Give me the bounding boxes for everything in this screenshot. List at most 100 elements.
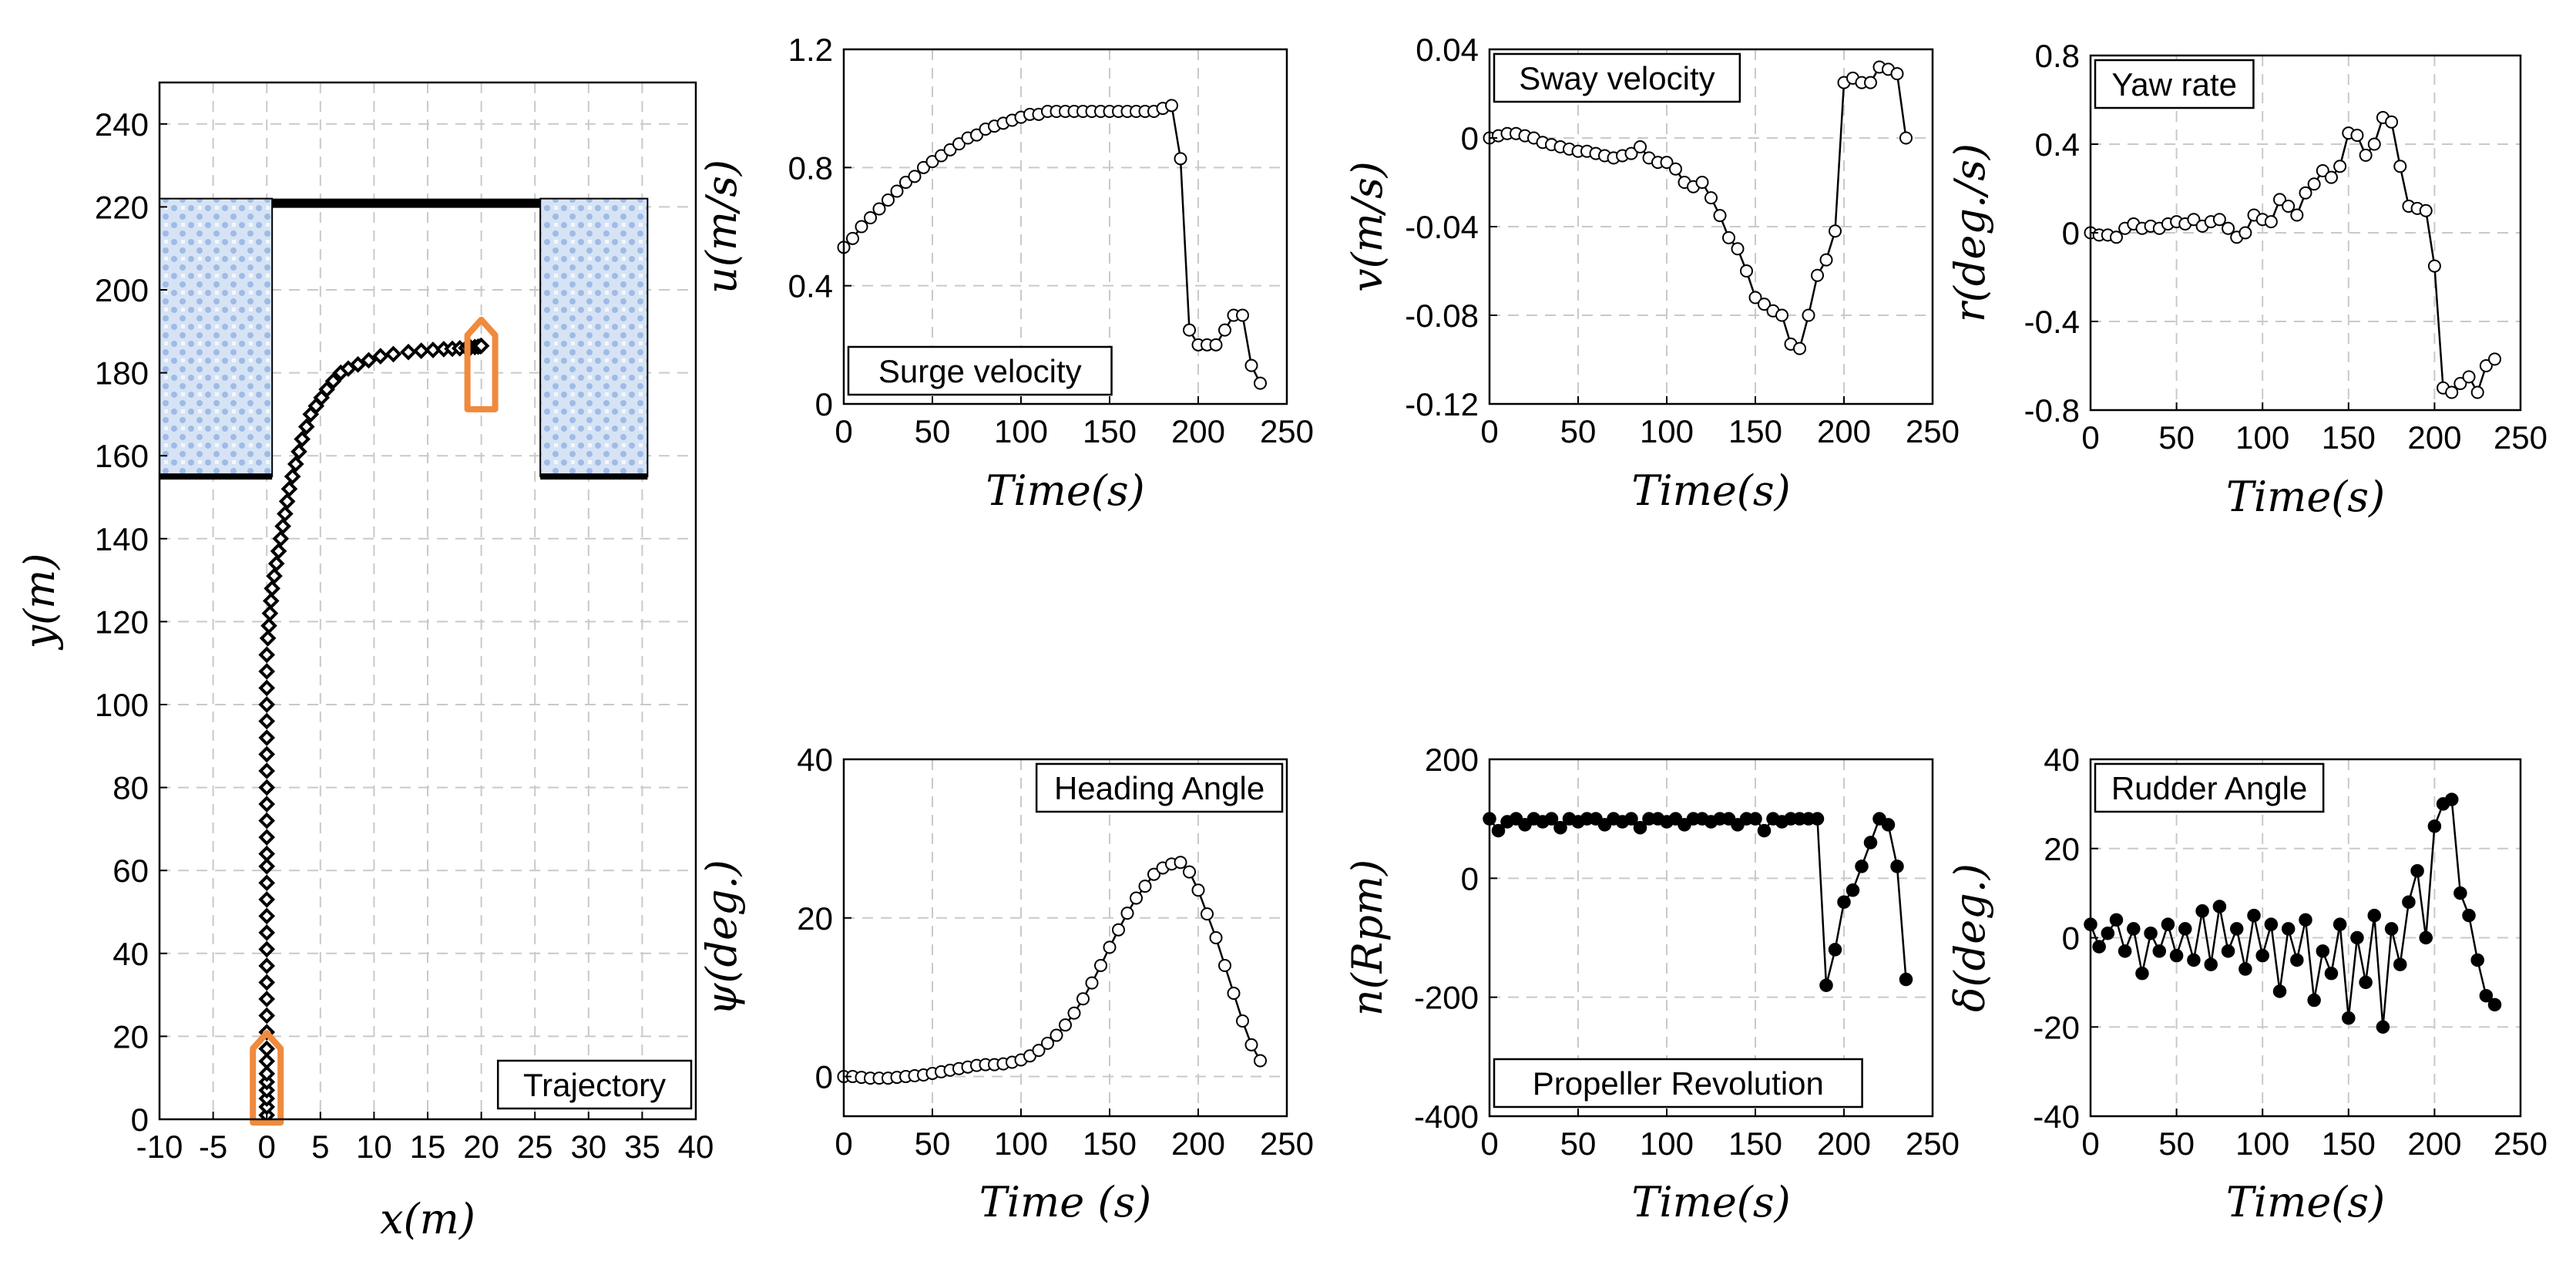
data-point: [2307, 993, 2321, 1008]
data-point: [917, 160, 930, 174]
data-point: [2367, 137, 2381, 151]
data-point: [385, 345, 402, 363]
x-tick-label: 100: [1640, 1125, 1694, 1162]
x-tick-label: 0: [835, 413, 852, 449]
y-tick-label: -400: [1414, 1098, 1479, 1135]
x-tick-label: 35: [624, 1129, 660, 1165]
data-point: [2187, 213, 2201, 227]
data-point: [1837, 895, 1851, 909]
data-point: [2419, 204, 2433, 217]
chart-title-box: [847, 345, 1113, 396]
data-point: [1864, 76, 1877, 89]
data-point: [2367, 908, 2382, 923]
y-tick-label: 200: [95, 272, 149, 308]
data-point: [2290, 208, 2304, 222]
y-tick-label: 60: [113, 853, 149, 889]
data-point: [258, 712, 276, 730]
y-axis-label: δ(deg.): [1946, 863, 1994, 1012]
y-tick-label: 20: [2044, 831, 2080, 867]
data-point: [943, 143, 957, 156]
data-point: [2427, 819, 2442, 833]
data-point: [1236, 1014, 1249, 1028]
data-point: [318, 381, 335, 398]
data-point: [1236, 308, 1249, 322]
x-tick-label: 50: [1560, 413, 1597, 449]
y-tick-label: 0.8: [788, 150, 833, 186]
data-point: [260, 617, 277, 634]
data-point: [1244, 358, 1258, 372]
data-point: [1174, 856, 1187, 870]
data-point: [1634, 140, 1647, 153]
end-ship: [464, 316, 499, 412]
y-tick-label: 140: [95, 521, 149, 557]
y-tick-label: 80: [113, 770, 149, 806]
data-point: [2488, 352, 2502, 366]
y-tick-label: 120: [95, 604, 149, 640]
data-point: [277, 505, 294, 523]
data-point: [258, 857, 276, 875]
data-point: [1218, 323, 1231, 337]
x-tick-label: 250: [1260, 1125, 1314, 1162]
y-tick-label: 0.8: [2035, 38, 2080, 74]
y-tick-label: 20: [113, 1018, 149, 1055]
x-tick-label: 5: [311, 1129, 329, 1165]
data-point: [291, 442, 307, 460]
x-tick-label: 200: [1171, 413, 1225, 449]
data-point: [1174, 152, 1187, 166]
data-point: [1201, 907, 1214, 921]
data-point: [1633, 820, 1647, 835]
data-point: [472, 337, 490, 355]
y-tick-label: -0.04: [1405, 209, 1479, 245]
chart-title: Surge velocity: [878, 353, 1082, 389]
chart-title: Trajectory: [523, 1067, 666, 1103]
data-point: [2419, 930, 2433, 945]
chart-propeller: 0 50 100 150 200 250 -400 -200 0 200 Propeller Rev…: [1343, 742, 1960, 1226]
data-point: [258, 796, 276, 812]
y-tick-label: -20: [2033, 1009, 2080, 1045]
x-tick-label: 20: [463, 1129, 499, 1165]
y-tick-label: 180: [95, 355, 149, 392]
data-point: [2161, 917, 2175, 931]
data-point: [262, 592, 280, 610]
y-tick-label: 0.04: [1416, 32, 1479, 68]
x-tick-label: 0: [1480, 1125, 1498, 1162]
x-tick-label: 15: [410, 1129, 446, 1165]
data-point: [1899, 131, 1913, 145]
data-point: [1544, 812, 1559, 826]
data-point: [2359, 148, 2373, 162]
data-point: [2462, 370, 2476, 384]
data-point: [2092, 940, 2106, 954]
y-tick-label: -40: [2033, 1098, 2080, 1135]
data-point: [258, 812, 276, 829]
data-point: [258, 696, 276, 713]
y-tick-label: 0: [815, 386, 833, 422]
data-point: [2393, 957, 2407, 971]
x-tick-label: 50: [2158, 419, 2195, 456]
y-tick-label: 0: [1461, 860, 1479, 897]
data-point: [925, 155, 939, 169]
chart-title: Rudder Angle: [2111, 770, 2308, 806]
data-point: [882, 193, 895, 207]
data-point: [2264, 215, 2278, 229]
data-point: [2376, 1020, 2390, 1034]
data-point: [2410, 863, 2424, 878]
data-point: [258, 940, 276, 958]
data-point: [1819, 253, 1833, 267]
data-point: [258, 924, 276, 941]
data-point: [1829, 224, 1842, 238]
y-tick-label: 0.4: [2035, 126, 2080, 163]
x-axis-label: x(m): [380, 1195, 475, 1243]
x-axis-label: Time(s): [2226, 1178, 2385, 1226]
data-point: [1076, 992, 1090, 1006]
data-point: [1067, 1006, 1081, 1020]
data-point: [349, 356, 367, 373]
x-axis-label: Time(s): [2226, 473, 2385, 521]
data-point: [1094, 959, 1107, 973]
data-point: [1748, 812, 1762, 826]
data-point: [287, 456, 304, 473]
data-point: [2470, 953, 2484, 967]
data-point: [274, 517, 291, 535]
data-point: [1846, 883, 1860, 897]
data-point: [2316, 164, 2329, 177]
x-tick-label: -10: [136, 1129, 183, 1165]
